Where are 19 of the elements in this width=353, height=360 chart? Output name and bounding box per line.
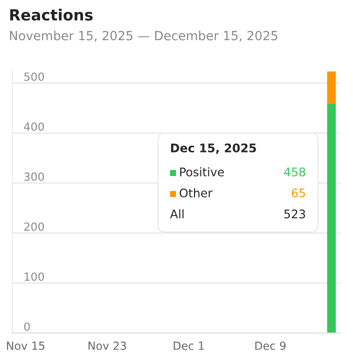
x-tick-label: Dec 9 xyxy=(255,342,286,350)
annotation: 523 xyxy=(284,209,306,218)
y-tick-label: 0 xyxy=(24,322,30,331)
chart-title: Reactions xyxy=(10,8,93,21)
y-tick-label: 500 xyxy=(24,72,44,81)
x-tick-label: Nov 23 xyxy=(88,342,126,350)
y-tick-label: 200 xyxy=(24,222,44,231)
annotation: 458 xyxy=(284,167,306,176)
annotation: Dec 15, 2025 xyxy=(171,143,256,154)
y-tick-label: 400 xyxy=(24,122,44,131)
legend-label: Other xyxy=(180,188,213,198)
legend-label: Positive xyxy=(180,167,224,176)
x-tick-label: Nov 15 xyxy=(7,342,44,350)
y-tick-label: 300 xyxy=(24,172,44,181)
chart-subtitle: November 15, 2025 — December 15, 2025 xyxy=(10,30,278,42)
y-tick-label: 100 xyxy=(24,272,44,281)
annotation: All xyxy=(170,209,184,218)
x-tick-label: Dec 1 xyxy=(174,342,204,350)
annotation: 65 xyxy=(292,188,305,198)
